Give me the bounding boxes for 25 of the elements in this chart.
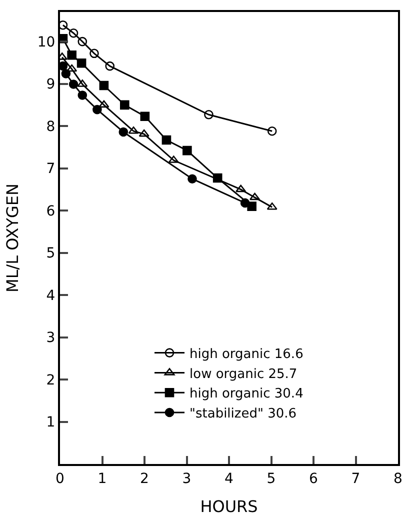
y-tick-label: 5 — [46, 246, 56, 262]
legend-label: high organic 16.6 — [190, 346, 304, 362]
y-tick-label: 10 — [37, 34, 56, 50]
y-tick-label: 2 — [46, 372, 56, 388]
y-tick-label: 3 — [46, 330, 56, 346]
y-tick-label: 8 — [46, 118, 56, 135]
x-axis-title: HOURS — [200, 497, 258, 516]
legend-label: high organic 30.4 — [190, 386, 304, 402]
x-tick-label: 7 — [351, 470, 360, 487]
legend-label: "stabilized" 30.6 — [190, 406, 297, 422]
x-tick-label: 4 — [224, 470, 234, 487]
y-tick-label: 9 — [46, 76, 56, 93]
legend-label: low organic 25.7 — [190, 366, 298, 382]
y-axis-title: ML/L OXYGEN — [2, 184, 22, 292]
x-tick-label: 2 — [140, 470, 149, 487]
y-tick-label: 7 — [46, 161, 56, 178]
y-tick-label: 1 — [46, 414, 56, 431]
x-tick-label: 0 — [56, 470, 64, 487]
x-tick-label: 5 — [266, 470, 276, 487]
x-tick-label: 6 — [309, 470, 318, 487]
x-tick-label: 1 — [98, 470, 107, 487]
y-tick-label: 4 — [46, 288, 56, 304]
x-tick-label: 8 — [394, 470, 402, 487]
y-tick-label: 6 — [46, 203, 56, 220]
x-tick-label: 3 — [182, 470, 192, 487]
